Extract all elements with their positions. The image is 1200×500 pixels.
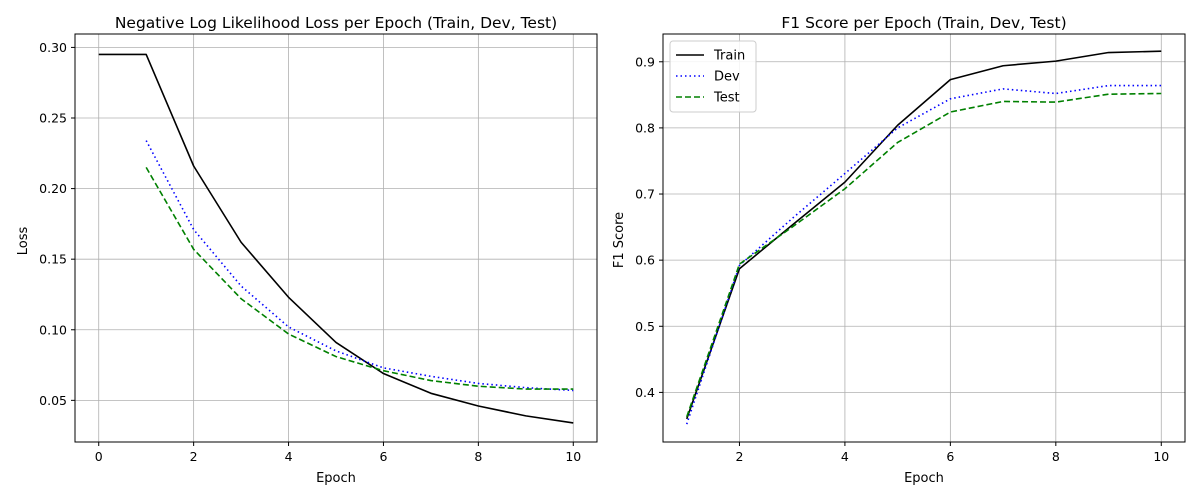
loss-y-tick-label: 0.30 (39, 40, 67, 55)
loss-x-tick-label: 0 (95, 449, 103, 464)
f1-x-tick-label: 2 (735, 449, 743, 464)
loss-chart-xlabel: Epoch (316, 471, 356, 486)
f1-series-line-dev (685, 84, 1162, 425)
f1-series-line-test (685, 92, 1162, 418)
f1-chart-ylabel: F1 Score (612, 212, 627, 268)
loss-y-tick-label: 0.15 (39, 252, 67, 267)
loss-x-tick-label: 8 (474, 449, 482, 464)
f1-x-tick-label: 6 (946, 449, 954, 464)
f1-legend-label-test: Test (713, 91, 740, 106)
f1-legend-label-dev: Dev (714, 70, 740, 85)
loss-x-tick-label: 4 (285, 449, 293, 464)
loss-series-line-2 (145, 167, 574, 390)
loss-x-tick-label: 2 (190, 449, 198, 464)
f1-ticks: 2 4 6 8 10 0.4 0.5 0.6 0.7 0.8 0.9 (635, 54, 1169, 464)
loss-series-group (98, 53, 574, 424)
f1-legend-label-train: Train (713, 49, 745, 64)
f1-y-tick-label: 0.4 (635, 385, 655, 400)
f1-x-tick-label: 10 (1153, 449, 1169, 464)
f1-legend: Train Dev Test (669, 40, 757, 113)
loss-y-tick-label: 0.10 (39, 322, 67, 337)
f1-y-tick-label: 0.8 (635, 120, 655, 135)
loss-grid (75, 34, 597, 442)
f1-chart: F1 Score per Epoch (Train, Dev, Test) Ep… (612, 14, 1186, 486)
f1-y-tick-label: 0.5 (635, 319, 655, 334)
f1-x-tick-label: 4 (841, 449, 849, 464)
loss-y-tick-label: 0.20 (39, 181, 67, 196)
loss-chart-ylabel: Loss (16, 227, 31, 256)
f1-y-tick-label: 0.6 (635, 253, 655, 268)
f1-y-tick-label: 0.7 (635, 187, 655, 202)
f1-series-group (685, 50, 1162, 425)
loss-ticks: 0 2 4 6 8 10 0.05 0.10 0.15 0.20 0.25 0.30 (39, 40, 581, 464)
loss-y-tick-label: 0.25 (39, 111, 67, 126)
loss-chart-title: Negative Log Likelihood Loss per Epoch (… (115, 14, 557, 32)
f1-series-line-train (685, 50, 1162, 420)
loss-series-line-0 (98, 53, 574, 424)
loss-series-line-1 (145, 140, 574, 392)
f1-axes-frame (662, 33, 1186, 443)
loss-x-tick-label: 6 (379, 449, 387, 464)
f1-y-tick-label: 0.9 (635, 54, 655, 69)
loss-y-tick-label: 0.05 (39, 393, 67, 408)
f1-x-tick-label: 8 (1052, 449, 1060, 464)
loss-chart: Negative Log Likelihood Loss per Epoch (… (16, 14, 598, 486)
loss-axes-frame (74, 33, 598, 443)
f1-chart-xlabel: Epoch (904, 471, 944, 486)
f1-legend-box (669, 40, 757, 113)
f1-chart-title: F1 Score per Epoch (Train, Dev, Test) (781, 14, 1066, 32)
loss-x-tick-label: 10 (565, 449, 581, 464)
